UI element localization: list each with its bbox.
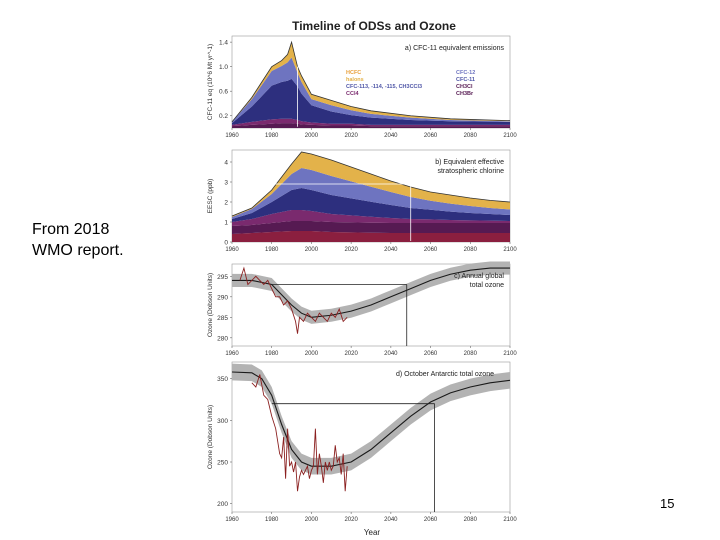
xtick-label: 2040: [384, 247, 398, 253]
panel-label2-c: total ozone: [470, 282, 504, 289]
xtick-label: 2080: [464, 351, 478, 357]
panel-label-d: d) October Antarctic total ozone: [396, 371, 494, 378]
legend-entry: halons: [346, 77, 364, 83]
figure-title: Timeline of ODSs and Ozone: [292, 19, 456, 33]
xtick-label: 2060: [424, 247, 438, 253]
ytick-label: 280: [217, 335, 228, 342]
caption-line-1: From 2018: [32, 221, 110, 238]
xtick-label: 1960: [225, 517, 239, 523]
ytick-label: 290: [217, 294, 228, 301]
model-band-d: [232, 363, 510, 475]
ytick-label: 0.6: [219, 89, 228, 96]
ylabel-d: Ozone (Dobson Units): [207, 405, 214, 469]
panel-label2-b: stratospheric chlorine: [437, 168, 504, 175]
model-line-d: [231, 371, 511, 467]
panel-label-b: b) Equivalent effective: [435, 159, 504, 166]
xtick-label: 1960: [225, 351, 239, 357]
xtick-label: 2020: [344, 133, 358, 139]
xtick-label: 2100: [503, 517, 517, 523]
slide-caption: From 2018 WMO report.: [32, 219, 182, 261]
panel-c: 280 285 290 295 1960 1980 2000 2020 2040 2060 2080…: [207, 261, 517, 357]
caption-line-2: WMO report.: [32, 242, 124, 259]
xtick-label: 2080: [464, 247, 478, 253]
ylabel-c: Ozone (Dobson Units): [207, 273, 214, 337]
area-b-ccl4: [232, 210, 510, 226]
total-line-a: [231, 40, 511, 123]
xtick-label: 2040: [384, 351, 398, 357]
area-a-cfc-11: [232, 78, 510, 125]
ytick-label: 285: [217, 315, 228, 322]
panel-label-a: a) CFC-11 equivalent emissions: [405, 45, 505, 52]
xtick-label: 2100: [503, 351, 517, 357]
ytick-label: 1.0: [219, 64, 228, 71]
ytick-label: 1: [224, 220, 228, 227]
ytick-label: 1.4: [219, 40, 228, 47]
xtick-label: 2000: [305, 247, 319, 253]
xtick-label: 2000: [305, 517, 319, 523]
panel-label-c: c) Annual global: [454, 273, 504, 280]
xtick-label: 2060: [424, 517, 438, 523]
xtick-label: 2040: [384, 517, 398, 523]
area-b-ch3cl: [232, 221, 510, 234]
area-b-ch3br: [232, 231, 510, 242]
page-number: 15: [660, 496, 675, 511]
legend-entry: CH3Br: [456, 91, 474, 97]
legend-entry: CFC-11: [456, 77, 475, 83]
xtick-label: 2000: [305, 133, 319, 139]
xtick-label: 2020: [344, 351, 358, 357]
ytick-label: 350: [217, 376, 228, 383]
observations-line-d: [251, 374, 348, 492]
xtick-label: 1960: [225, 133, 239, 139]
ytick-label: 3: [224, 180, 228, 187]
area-a-ccl4: [232, 118, 510, 127]
ytick-label: 295: [217, 274, 228, 281]
legend-entry: HCFC: [346, 70, 361, 76]
xtick-label: 2020: [344, 517, 358, 523]
observations-line-c: [239, 266, 348, 334]
xtick-label: 2100: [503, 247, 517, 253]
model-line-c: [232, 267, 510, 318]
ytick-label: 300: [217, 418, 228, 425]
figure-xlabel: Year: [364, 528, 381, 537]
total-line-b: [231, 151, 511, 217]
xtick-label: 2060: [424, 351, 438, 357]
xtick-label: 1980: [265, 247, 279, 253]
area-b-halons: [232, 152, 510, 217]
legend-entry: CFC-113, -114, -115, CH3CCl3: [346, 84, 422, 90]
legend-entry: CCl4: [346, 91, 359, 97]
ytick-label: 0.2: [219, 113, 228, 120]
xtick-label: 1980: [265, 351, 279, 357]
xtick-label: 2100: [503, 133, 517, 139]
legend-entry: CH3Cl: [456, 84, 473, 90]
xtick-label: 1980: [265, 133, 279, 139]
ytick-label: 2: [224, 200, 228, 207]
legend-entry: CFC-12: [456, 70, 475, 76]
panel-b: 0 1 2 3 4 1960 1980 2000 2020 2040 2060 2080 2100 EES…: [207, 149, 517, 253]
panel-d: 200 250 300 350 1960 1980 2000 2020 2040 2060 2080…: [207, 361, 517, 523]
area-b-cfc-11: [232, 188, 510, 222]
xtick-label: 2000: [305, 351, 319, 357]
xtick-label: 2080: [464, 517, 478, 523]
xtick-label: 1980: [265, 517, 279, 523]
ylabel-a: CFC-11 eq (10^6 Mt yr^-1): [207, 44, 214, 120]
ylabel-b: EESC (ppb): [207, 179, 214, 214]
ytick-label: 0: [224, 240, 228, 247]
ytick-label: 4: [224, 160, 228, 167]
area-b-cfc-12: [232, 168, 510, 219]
xtick-label: 2020: [344, 247, 358, 253]
panel-a: 0.2 0.6 1.0 1.4 1960 1980 2000 2020 2040 2060 2080…: [207, 35, 517, 139]
xtick-label: 2080: [464, 133, 478, 139]
ytick-label: 200: [217, 501, 228, 508]
xtick-label: 2060: [424, 133, 438, 139]
xtick-label: 1960: [225, 247, 239, 253]
xtick-label: 2040: [384, 133, 398, 139]
ytick-label: 250: [217, 460, 228, 467]
